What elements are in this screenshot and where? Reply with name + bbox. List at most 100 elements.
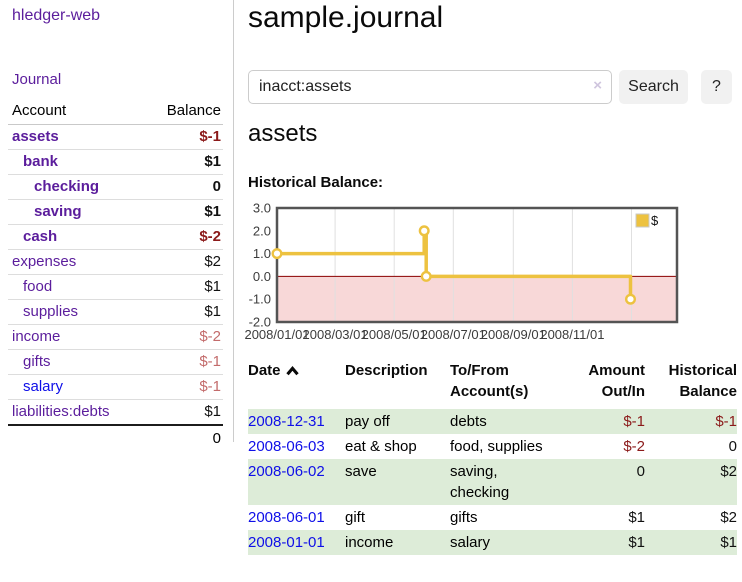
account-link[interactable]: salary [23,378,64,395]
transaction-date-link[interactable]: 2008-06-02 [248,463,325,480]
search-button[interactable]: Search [619,70,688,104]
account-link[interactable]: supplies [23,303,79,320]
transaction-amount: 0 [636,463,645,480]
accounts-header-row: Account Balance [8,99,223,125]
transaction-row: 2008-06-02 save saving, checking 0 $2 [248,459,737,505]
x-tick-label: 2008/09/01 [481,327,546,342]
register-header-row: Date Description To/From Account(s) Amou… [248,358,737,409]
transaction-accounts: debts [450,413,487,430]
x-tick-label: 2008/11/01 [540,327,604,342]
account-row: supplies $1 [8,299,223,325]
account-link[interactable]: income [12,328,61,345]
account-link[interactable]: liabilities:debts [12,403,110,420]
balance-chart-svg: $3.0 2.0 1.0 0.0 -1.0 -2.02008/01/012008/03/0… [244,201,679,342]
account-row: cash $-2 [8,224,223,250]
register-header-accounts: To/From Account(s) [450,362,529,400]
account-balance: 0 [143,174,223,200]
transaction-row: 2008-06-01 gift gifts $1 $2 [248,505,737,530]
accounts-header-account: Account [8,99,144,125]
account-link[interactable]: food [23,278,53,295]
account-row: gifts $-1 [8,349,223,375]
search-field-wrap: × [248,70,612,104]
transaction-balance: $2 [720,509,737,526]
historical-balance-chart: $3.0 2.0 1.0 0.0 -1.0 -2.0 2008/01/01 2008/03/0… [244,201,742,353]
register-header-amount: Amount Out/In [588,362,645,400]
transaction-amount: $-2 [623,438,645,455]
transaction-amount: $-1 [623,413,645,430]
transaction-amount: $1 [628,509,645,526]
register-header-description: Description [345,362,428,379]
help-button[interactable]: ? [701,70,732,104]
x-tick-label: 2008/03/01 [303,327,368,342]
account-row: liabilities:debts $1 [8,399,223,426]
plot-border [275,206,679,324]
transaction-description: save [345,463,377,480]
transaction-balance: 0 [728,438,737,455]
y-tick-label: -2.0 [249,315,271,330]
x-tick-label: 2008/01/01 [244,327,309,342]
account-balance: $-1 [143,374,223,400]
transaction-date-link[interactable]: 2008-06-01 [248,509,325,526]
transaction-description: pay off [345,413,390,430]
data-point-marker [420,270,432,282]
account-row: expenses $2 [8,249,223,275]
account-link[interactable]: bank [23,153,59,170]
transaction-description: income [345,534,394,551]
transaction-row: 2008-01-01 income salary $1 $1 [248,530,737,555]
account-link[interactable]: saving [34,203,82,220]
x-tick-label: 2008/07/01 [421,327,486,342]
account-link[interactable]: expenses [12,253,77,270]
account-balance: $-1 [143,349,223,375]
clear-search-icon[interactable]: × [593,77,602,94]
sidebar-divider [233,0,234,442]
account-balance: $-1 [143,124,223,150]
account-row: saving $1 [8,199,223,225]
y-tick-label: 2.0 [253,223,271,238]
register-table: Date Description To/From Account(s) Amou… [248,358,737,555]
account-balance: $1 [143,149,223,175]
y-tick-label: -1.0 [249,292,271,307]
main-content: sample.journal × Search ? assets Histori… [244,0,742,582]
account-heading: assets [248,120,318,147]
transaction-date-link[interactable]: 2008-06-03 [248,438,325,455]
accounts-header-balance: Balance [143,99,223,125]
legend-label: $ [651,213,659,228]
search-input[interactable] [248,70,612,104]
transaction-accounts: salary [450,534,491,551]
data-point-marker [271,248,283,260]
y-tick-label: 1.0 [253,246,271,261]
register-header-date[interactable]: Date [248,358,345,409]
transaction-description: eat & shop [345,438,417,455]
account-link[interactable]: gifts [23,353,51,370]
accounts-table: Account Balance assets $-1 bank $1 checking 0… [8,99,223,451]
account-balance: $1 [143,274,223,300]
sidebar: hledger-web Journal Account Balance asse… [0,0,234,582]
account-row: salary $-1 [8,374,223,400]
account-link[interactable]: checking [34,178,100,195]
account-row: food $1 [8,274,223,300]
account-balance: $-2 [143,224,223,250]
legend-swatch [635,213,650,228]
transaction-description: gift [345,509,366,526]
account-link[interactable]: cash [23,228,58,245]
transaction-date-link[interactable]: 2008-01-01 [248,534,325,551]
negative-region [277,276,677,322]
transaction-accounts: saving, checking [450,463,510,501]
transaction-row: 2008-12-31 pay off debts $-1 $-1 [248,409,737,434]
transaction-date-link[interactable]: 2008-12-31 [248,413,325,430]
sidebar-item-journal[interactable]: Journal [12,71,62,88]
transaction-balance: $1 [720,534,737,551]
account-balance: $1 [143,399,223,426]
page-title: sample.journal [248,1,444,34]
account-link[interactable]: assets [12,128,59,145]
data-point-marker [418,225,430,237]
app-title-link[interactable]: hledger-web [12,7,101,24]
register-header-balance: Historical Balance [668,362,737,400]
transaction-accounts: gifts [450,509,478,526]
transaction-balance: $2 [720,463,737,480]
account-balance: $-2 [143,324,223,350]
account-balance: $1 [143,299,223,325]
data-point-marker [625,293,637,305]
sort-ascending-icon [285,361,299,382]
transaction-row: 2008-06-03 eat & shop food, supplies $-2 0 [248,434,737,459]
